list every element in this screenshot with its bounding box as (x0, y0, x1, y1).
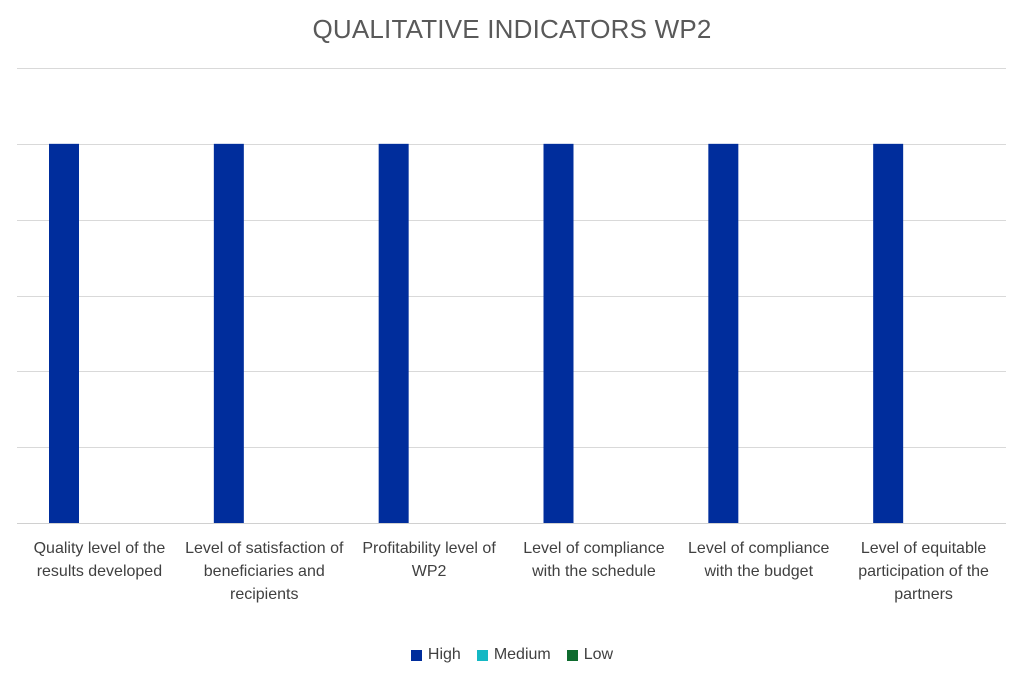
chart-title: QUALITATIVE INDICATORS WP2 (312, 14, 712, 44)
legend-swatch (476, 649, 488, 661)
bar-high-5 (873, 143, 904, 524)
bar-high-1 (213, 143, 244, 524)
legend-swatch (410, 649, 422, 661)
category-label: Level of equitable participation of the … (858, 540, 989, 603)
legend-swatch (566, 649, 578, 661)
legend-item-low: Low (566, 646, 614, 664)
legend-label: Medium (493, 646, 551, 663)
legend-label: High (427, 646, 461, 663)
category-label: Level of compliance with the budget (688, 540, 830, 580)
legend-item-medium: Medium (476, 646, 551, 664)
bar-high-4 (708, 143, 739, 524)
category-label: Level of compliance with the schedule (523, 540, 665, 580)
bar-high-0 (49, 143, 79, 524)
bar-high-3 (543, 143, 574, 524)
bar-high-2 (378, 143, 409, 524)
category-label: Level of satisfaction of beneficiaries a… (185, 540, 344, 603)
category-label: Quality level of the results developed (33, 540, 166, 580)
legend: High Medium Low (0, 646, 1024, 664)
legend-item-high: High (410, 646, 461, 664)
category-label: Profitability level of WP2 (362, 540, 496, 580)
legend-label: Low (583, 646, 614, 663)
